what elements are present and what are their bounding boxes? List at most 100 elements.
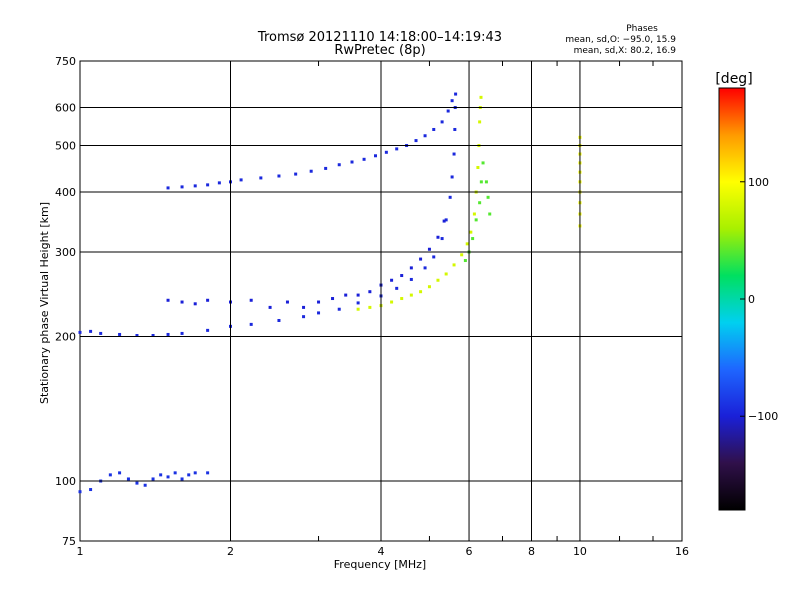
data-point (126, 477, 130, 481)
data-point (108, 473, 112, 477)
data-point (450, 99, 454, 103)
data-point (331, 297, 335, 301)
data-point (277, 174, 281, 178)
data-point (118, 332, 122, 336)
data-point (180, 331, 184, 335)
data-point (452, 263, 456, 267)
data-point (479, 95, 483, 99)
data-point (390, 300, 394, 304)
data-point (259, 176, 263, 180)
data-point (166, 475, 170, 479)
data-point (118, 471, 122, 475)
x-tick-label: 4 (378, 545, 385, 558)
y-tick-label: 100 (55, 475, 76, 488)
data-point (166, 186, 170, 190)
data-point (193, 302, 197, 306)
data-point (442, 219, 446, 223)
colorbar-label: [deg] (715, 71, 752, 87)
data-point (356, 301, 360, 305)
y-tick-label: 600 (55, 102, 76, 115)
data-point (444, 272, 448, 276)
data-point (390, 278, 394, 282)
data-point (368, 305, 372, 309)
data-point (448, 195, 452, 199)
data-point (143, 483, 147, 487)
data-point (294, 172, 298, 176)
colorbar-tick-label: −100 (748, 410, 778, 423)
data-point (423, 134, 427, 138)
data-point (356, 293, 360, 297)
data-point (324, 166, 328, 170)
data-point (469, 230, 473, 234)
data-point (481, 161, 485, 165)
data-point (419, 257, 423, 261)
data-point (450, 175, 454, 179)
data-point (249, 298, 253, 302)
data-point (440, 120, 444, 124)
y-tick-label: 300 (55, 246, 76, 259)
data-point (249, 322, 253, 326)
data-point (285, 300, 289, 304)
x-tick-label: 10 (573, 545, 587, 558)
data-point (350, 160, 354, 164)
x-tick-label: 6 (466, 545, 473, 558)
data-point (159, 473, 163, 477)
data-point (478, 201, 482, 205)
data-point (337, 307, 341, 311)
data-point (460, 253, 464, 257)
data-point (151, 333, 155, 337)
data-point (414, 139, 418, 143)
data-point (78, 490, 82, 494)
phase-stats-title: Phases (626, 24, 658, 34)
phase-stats-x: mean, sd,X: 80.2, 16.9 (574, 46, 677, 56)
data-point (374, 154, 378, 158)
data-point (409, 277, 413, 281)
data-point (268, 305, 272, 309)
data-point (193, 184, 197, 188)
data-point (409, 293, 413, 297)
data-point (309, 169, 313, 173)
data-point (395, 147, 399, 151)
data-point (419, 290, 423, 294)
y-axis-label: Stationary phase Virtual Height [km] (38, 202, 51, 404)
chart-subtitle: RwPretec (8p) (334, 43, 425, 58)
y-tick-label: 75 (62, 535, 76, 548)
phase-stats-o: mean, sd,O: −95.0, 15.9 (565, 35, 676, 45)
trace-5 (463, 161, 492, 263)
data-point (395, 286, 399, 290)
data-point (180, 300, 184, 304)
data-point (436, 235, 440, 239)
data-point (89, 488, 93, 492)
data-point (89, 329, 93, 333)
data-point (486, 195, 490, 199)
data-point (478, 120, 482, 124)
data-point (173, 471, 177, 475)
data-point (135, 481, 139, 485)
data-point (453, 127, 457, 131)
trace-0 (78, 92, 458, 337)
data-point (432, 127, 436, 131)
data-point (400, 297, 404, 301)
data-point (337, 163, 341, 167)
data-point (206, 183, 210, 187)
data-point (436, 278, 440, 282)
data-point (454, 92, 458, 96)
data-point (432, 255, 436, 259)
y-tick-label: 750 (55, 55, 76, 68)
data-point (409, 266, 413, 270)
data-point (427, 285, 431, 289)
colorbar-tick-label: 0 (748, 293, 755, 306)
data-point (446, 109, 450, 113)
data-point (484, 180, 488, 184)
data-point (488, 212, 492, 216)
data-point (476, 165, 480, 169)
data-point (217, 181, 221, 185)
data-point (463, 259, 467, 263)
data-point (206, 298, 210, 302)
data-point (479, 180, 483, 184)
x-axis-label: Frequency [MHz] (334, 558, 426, 571)
trace-1 (166, 219, 446, 309)
data-point (427, 247, 431, 251)
data-point (302, 315, 306, 319)
